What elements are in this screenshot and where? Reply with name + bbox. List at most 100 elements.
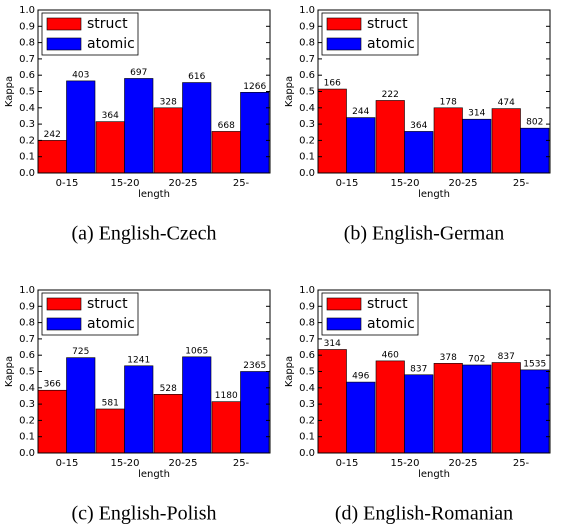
y-tick-label: 0.7 [19,54,35,65]
count-label: 1535 [523,359,546,369]
legend-label: struct [87,296,128,312]
bar [37,389,67,454]
y-tick-label: 0.0 [19,448,35,459]
x-tick-label: 15-20 [390,458,419,469]
count-label: 581 [102,398,119,408]
x-axis-label: length [138,469,170,480]
count-label: 378 [440,353,457,363]
y-tick-label: 0.4 [299,383,315,394]
y-axis-label: Kappa [284,356,295,387]
bar [211,131,241,174]
bar [182,82,212,174]
x-tick-label: 15-20 [110,178,139,189]
legend-label: struct [87,16,128,32]
x-axis-label: length [418,189,450,200]
legend-label: atomic [87,316,135,332]
y-tick-label: 0.7 [299,334,315,345]
y-tick-label: 0.0 [19,168,35,179]
caption: (d) English-Romanian [335,503,513,524]
count-label: 460 [382,350,399,360]
y-tick-label: 0.2 [299,135,315,146]
bar [491,362,521,454]
x-tick-label: 0-15 [336,178,359,189]
bar [491,108,521,174]
bar [95,121,125,174]
y-tick-label: 0.3 [19,119,35,130]
y-tick-label: 0.1 [19,432,35,443]
legend-swatch [46,17,82,31]
count-label: 222 [382,90,399,100]
y-tick-label: 0.6 [19,350,35,361]
count-label: 366 [44,380,61,390]
y-tick-label: 0.6 [19,70,35,81]
bar [95,408,125,454]
bar [240,371,270,454]
x-tick-label: 20-25 [448,178,477,189]
count-label: 242 [44,130,61,140]
y-tick-label: 0.8 [299,38,315,49]
count-label: 837 [410,364,427,374]
legend-swatch [46,317,82,331]
legend-swatch [326,297,362,311]
bar [240,92,270,174]
bar [182,356,212,454]
x-tick-label: 15-20 [110,458,139,469]
legend-label: struct [367,296,408,312]
y-tick-label: 0.5 [299,87,315,98]
legend-swatch [326,37,362,51]
x-tick-label: 25- [233,178,250,189]
count-label: 496 [352,372,369,382]
bar [404,374,434,454]
count-label: 166 [324,79,341,89]
y-tick-label: 0.0 [299,168,315,179]
y-tick-label: 0.3 [19,399,35,410]
bar [211,401,241,454]
x-tick-label: 25- [233,458,250,469]
count-label: 725 [72,347,89,357]
count-label: 403 [72,70,89,80]
caption: (a) English-Czech [72,223,217,245]
bar [404,131,434,174]
count-label: 1065 [185,346,208,356]
y-tick-label: 0.5 [19,367,35,378]
y-tick-label: 1.0 [19,285,35,296]
count-label: 668 [218,121,235,131]
x-tick-label: 20-25 [168,178,197,189]
bar [462,118,492,174]
x-axis-label: length [138,189,170,200]
y-tick-label: 0.7 [19,334,35,345]
count-label: 314 [468,109,485,119]
count-label: 244 [352,107,369,117]
bar [346,117,376,174]
bar [520,369,550,454]
bar [462,364,492,454]
count-label: 328 [160,97,177,107]
y-tick-label: 0.7 [299,54,315,65]
x-tick-label: 20-25 [168,458,197,469]
count-label: 364 [410,121,427,131]
y-tick-label: 0.1 [299,432,315,443]
bar [520,127,550,174]
y-tick-label: 0.9 [299,21,315,32]
count-label: 2365 [243,361,266,371]
y-tick-label: 0.6 [299,350,315,361]
count-label: 837 [498,352,515,362]
y-tick-label: 0.4 [19,103,35,114]
count-label: 702 [468,354,485,364]
y-tick-label: 0.2 [19,135,35,146]
legend-swatch [326,17,362,31]
x-tick-label: 0-15 [56,178,79,189]
y-tick-label: 0.9 [19,21,35,32]
bar [153,394,183,454]
count-label: 364 [102,111,119,121]
y-tick-label: 1.0 [299,285,315,296]
bar [375,100,405,174]
count-label: 697 [130,68,147,78]
x-tick-label: 15-20 [390,178,419,189]
y-tick-label: 1.0 [299,5,315,16]
y-tick-label: 0.1 [19,152,35,163]
count-label: 616 [188,72,205,82]
count-label: 1266 [243,82,266,92]
caption: (b) English-German [344,223,505,245]
legend-label: atomic [367,36,415,52]
